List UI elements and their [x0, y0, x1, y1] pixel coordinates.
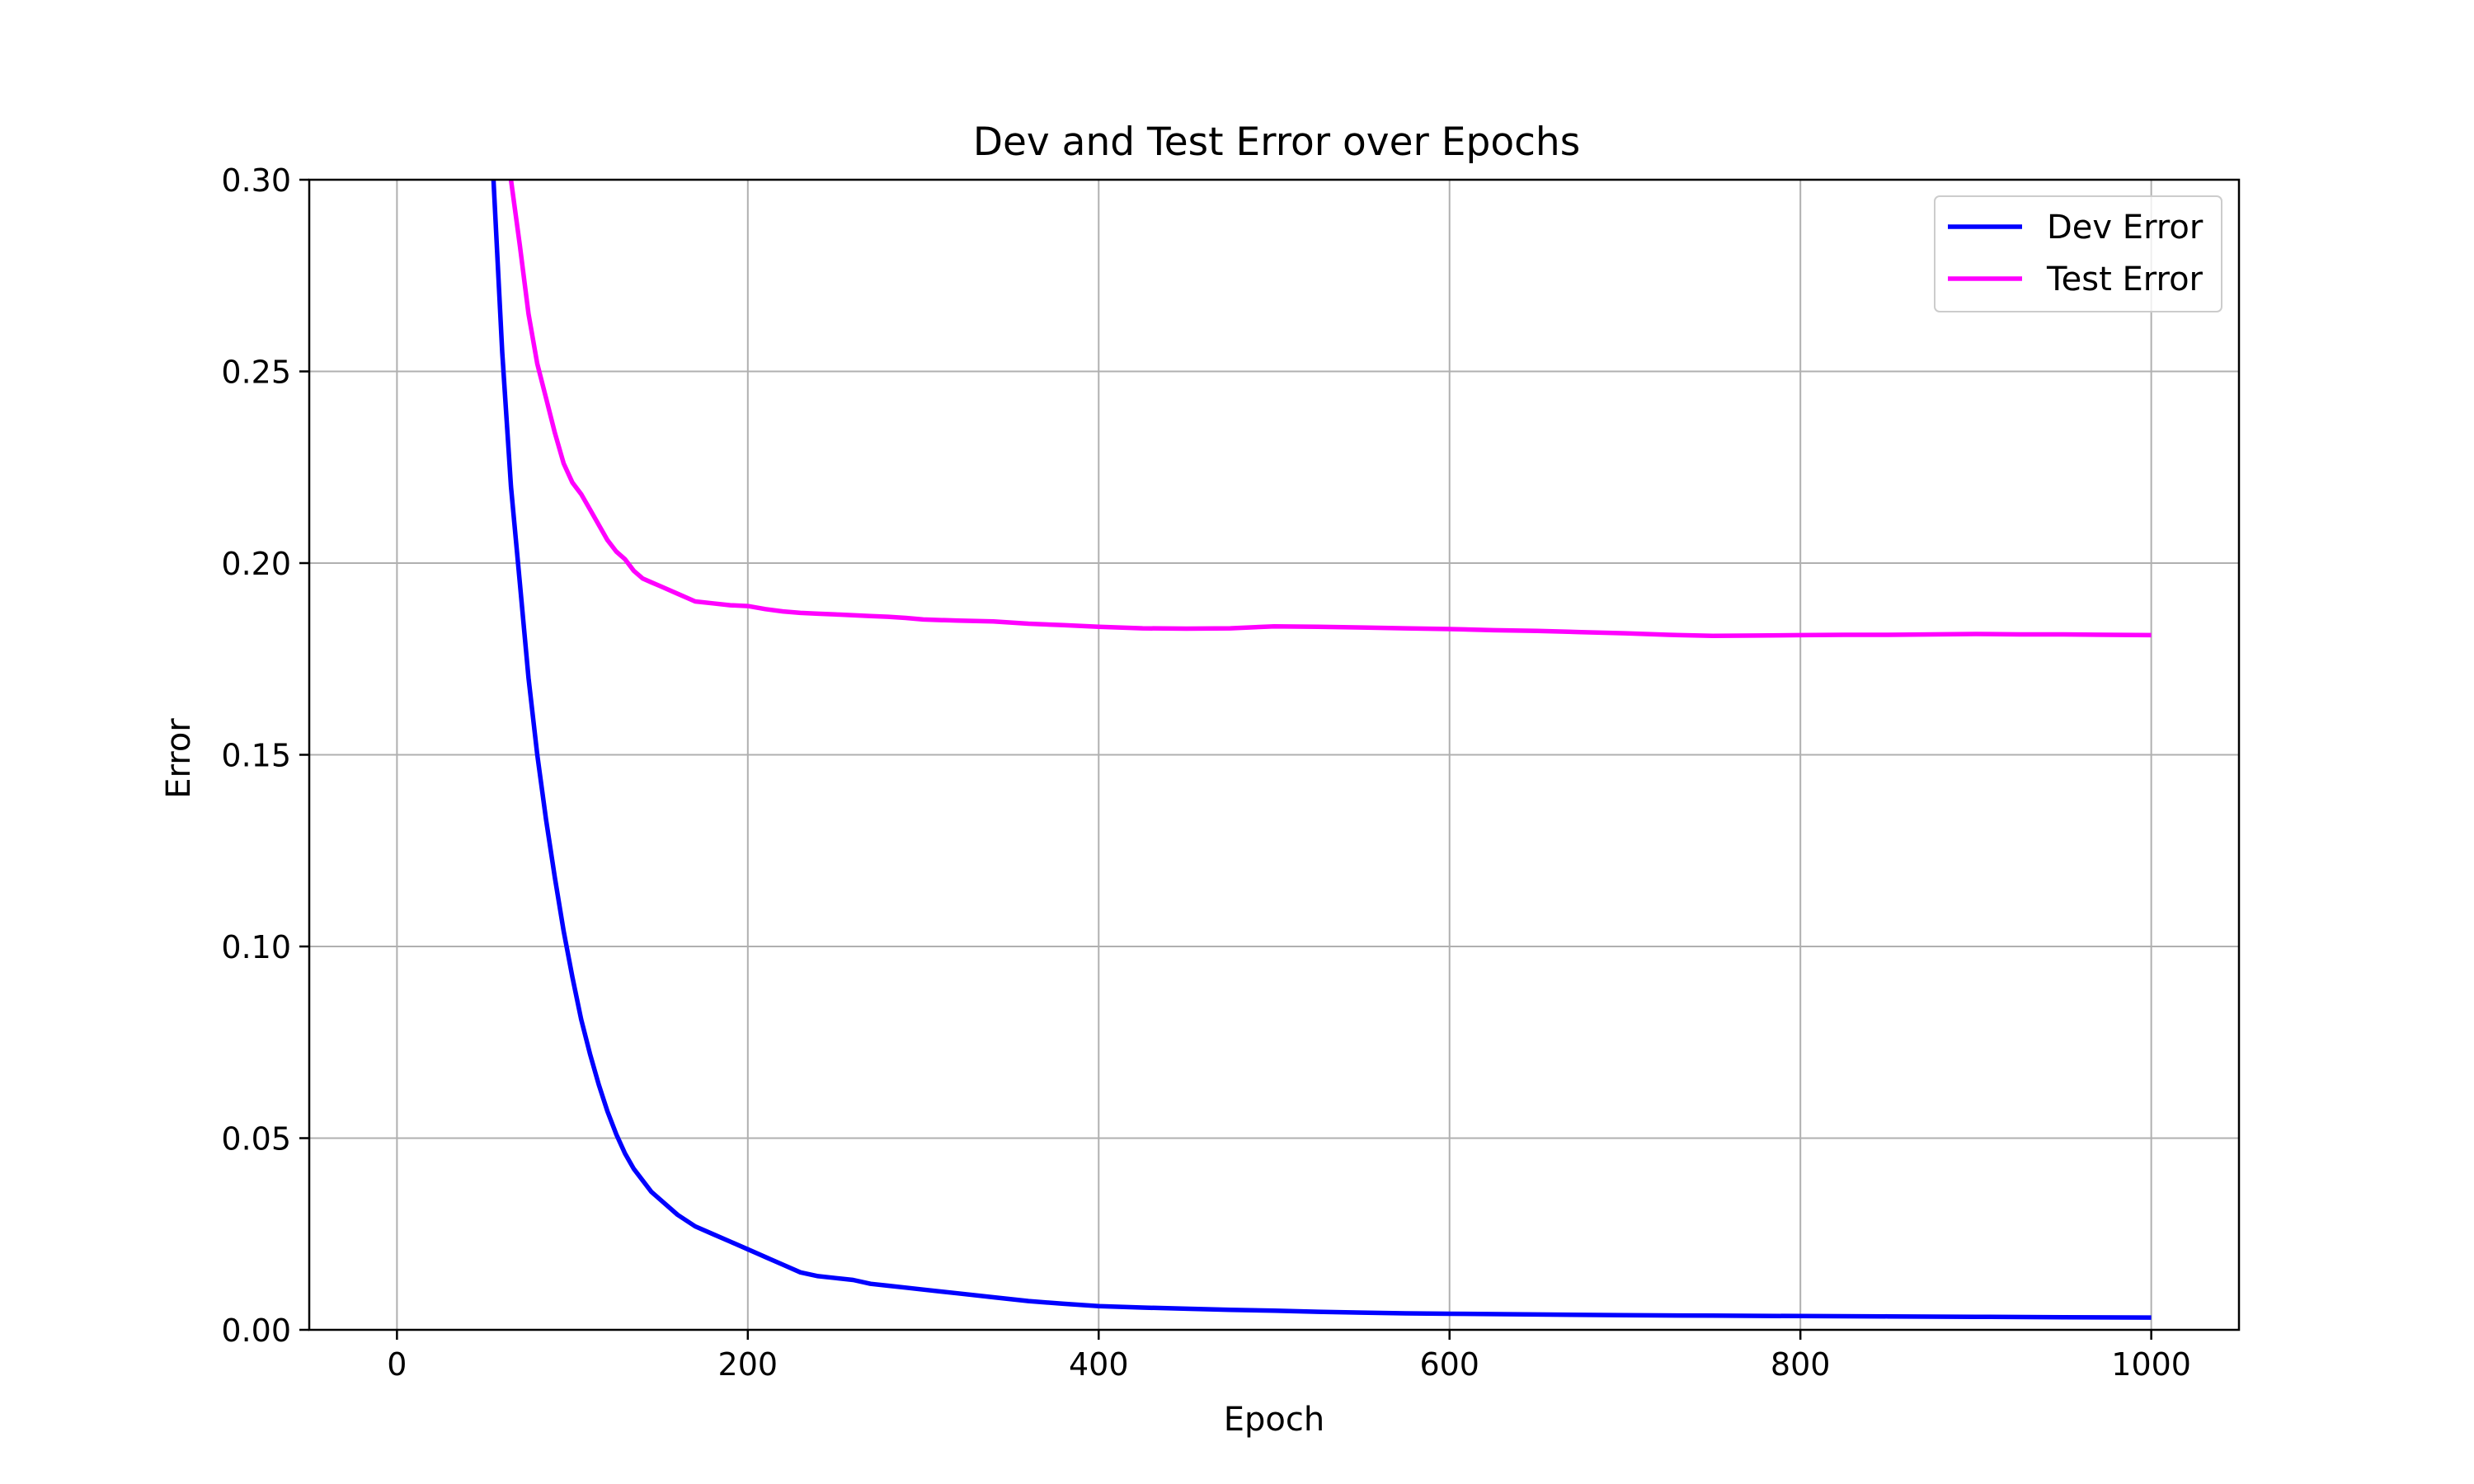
y-tick-label: 0.30	[221, 162, 291, 199]
series-lines	[491, 180, 2152, 1320]
x-tick-label: 200	[718, 1346, 778, 1383]
y-tick-label: 0.15	[221, 738, 291, 774]
y-tick-label: 0.20	[221, 546, 291, 582]
y-tick-label: 0.00	[221, 1313, 291, 1349]
legend-label-dev-error: Dev Error	[2047, 209, 2204, 247]
y-tick-label: 0.10	[221, 929, 291, 965]
y-tick-label: 0.25	[221, 355, 291, 391]
axis-ticks: 0 200 400 600 800 1000 0.00 0.05 0.10 0.15 0.20 0.2…	[221, 162, 2191, 1383]
y-axis-label: Error	[160, 718, 198, 799]
x-axis-label: Epoch	[1224, 1401, 1324, 1439]
x-tick-label: 1000	[2111, 1346, 2191, 1383]
chart-title: Dev and Test Error over Epochs	[973, 120, 1580, 165]
series-line-dev-error	[491, 180, 2152, 1320]
x-tick-label: 600	[1419, 1346, 1479, 1383]
x-tick-label: 0	[387, 1346, 407, 1383]
x-tick-label: 400	[1069, 1346, 1129, 1383]
y-tick-label: 0.05	[221, 1121, 291, 1158]
series-line-test-error	[508, 180, 2152, 639]
x-tick-label: 800	[1771, 1346, 1831, 1383]
legend-label-test-error: Test Error	[2046, 261, 2204, 298]
legend: Dev Error Test Error	[1934, 195, 2222, 312]
